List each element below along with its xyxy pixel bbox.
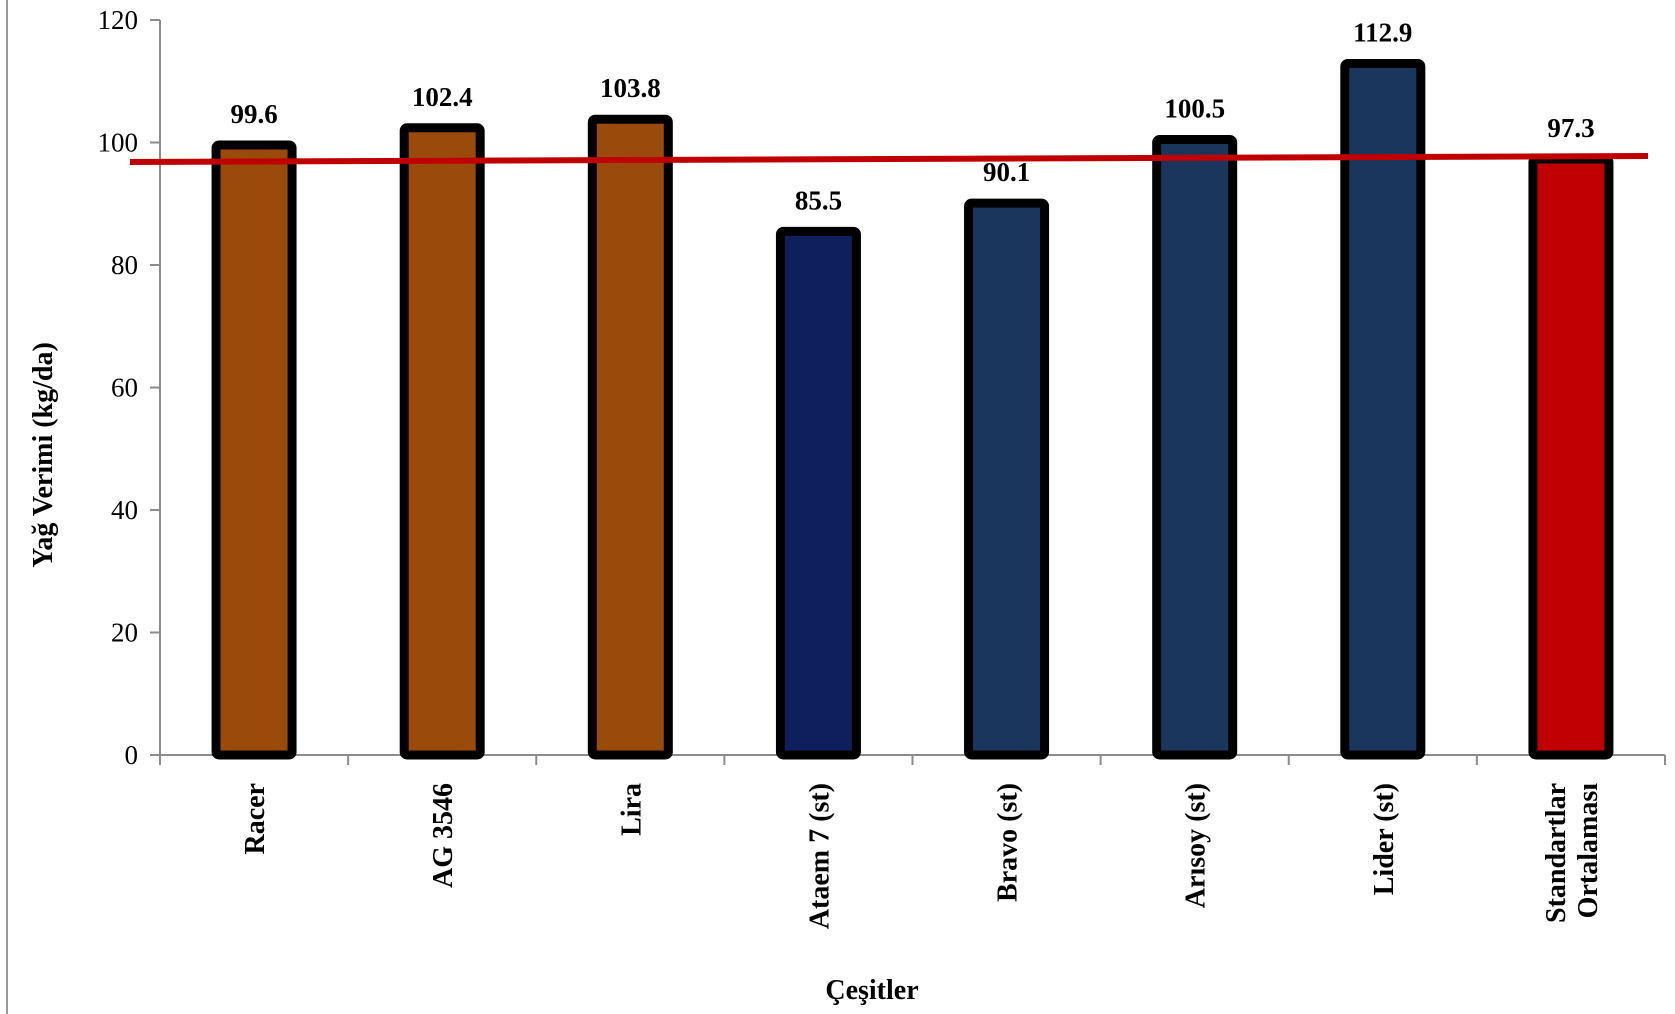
category-label: Ortalaması: [1573, 783, 1604, 919]
y-tick-label: 20: [111, 618, 138, 648]
data-label: 97.3: [1547, 113, 1594, 143]
data-label: 112.9: [1353, 17, 1412, 47]
x-axis: [159, 754, 1666, 765]
category-label: Arısoy (st): [1181, 783, 1212, 908]
y-tick-label: 120: [98, 5, 139, 35]
data-label: 90.1: [983, 157, 1030, 187]
category-label: Racer: [240, 783, 271, 855]
data-labels: 99.6 102.4 103.8 85.5 90.1 100.5 112.9 97.3: [230, 17, 1594, 215]
category-label: AG 3546: [428, 783, 459, 888]
data-label: 100.5: [1164, 93, 1225, 123]
category-label: Lider (st): [1369, 783, 1400, 895]
y-tick-label: 60: [111, 373, 138, 403]
y-tick-label: 80: [111, 250, 138, 280]
category-label: Bravo (st): [993, 783, 1024, 902]
bar: [1528, 154, 1614, 760]
bar: [964, 198, 1050, 760]
data-label: 103.8: [600, 73, 661, 103]
data-label: 85.5: [795, 185, 842, 215]
y-tick-label: 100: [98, 128, 139, 158]
bars: [211, 58, 1614, 760]
reference-line: [129, 153, 1649, 166]
bar: [775, 226, 861, 760]
reference-line-group: [129, 153, 1649, 166]
bar: [587, 114, 673, 760]
bar: [399, 123, 485, 760]
data-label: 102.4: [412, 82, 473, 112]
category-label: Ataem 7 (st): [804, 783, 835, 929]
category-label: Standartlar: [1541, 783, 1572, 923]
frame-left-border: [6, 0, 8, 1014]
bar: [211, 140, 297, 760]
category-label: Lira: [616, 783, 647, 836]
y-tick-label: 40: [111, 495, 138, 525]
y-axis: 0 20 40 60 80 100 120: [98, 5, 161, 770]
bar: [1152, 134, 1238, 760]
y-axis-title: Yağ Verimi (kg/da): [28, 342, 59, 568]
bar: [1340, 58, 1426, 760]
category-labels: Racer AG 3546 Lira Ataem 7 (st) Bravo (st) Ar…: [240, 783, 1604, 929]
data-label: 99.6: [230, 99, 277, 129]
y-tick-label: 0: [125, 740, 139, 770]
x-axis-title: Çeşitler: [825, 975, 918, 1006]
